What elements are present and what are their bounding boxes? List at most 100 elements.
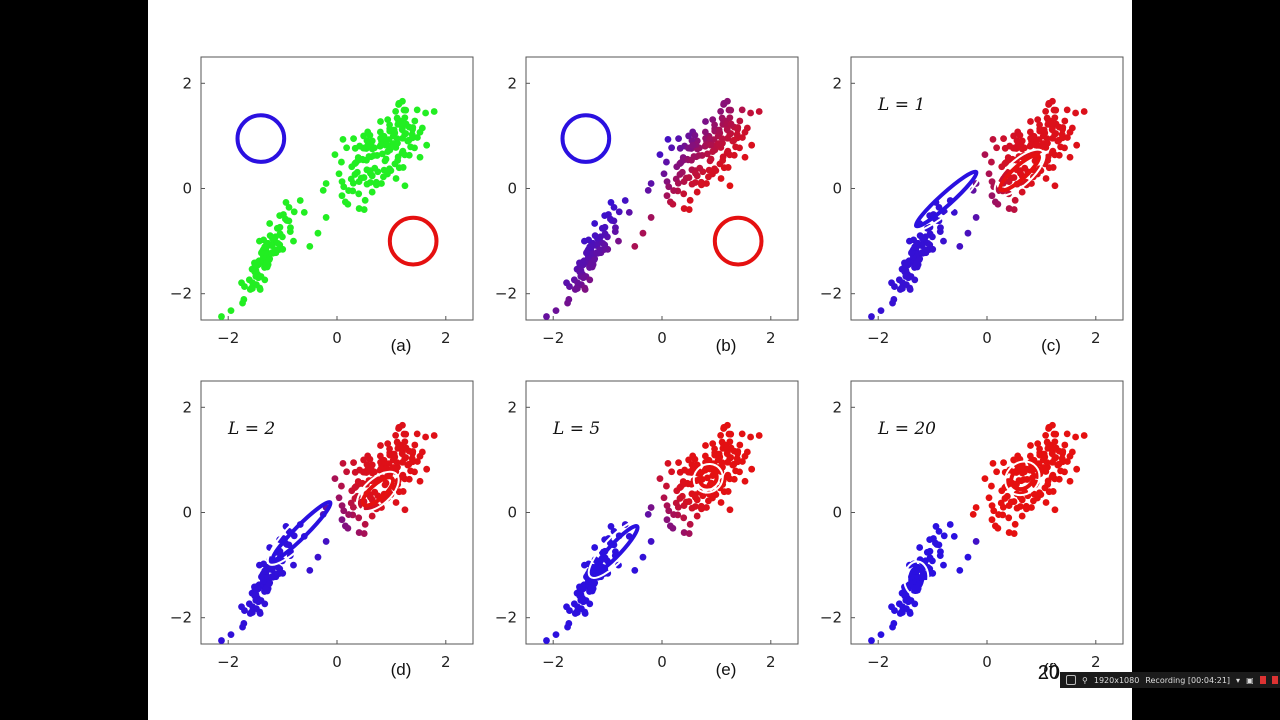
data-point <box>668 144 676 152</box>
data-point <box>1052 120 1060 128</box>
data-point <box>300 208 308 216</box>
data-point <box>339 135 347 143</box>
y-tick-label: 2 <box>507 74 517 92</box>
data-point <box>647 504 655 511</box>
panel-label: (f) <box>1043 660 1059 679</box>
data-point <box>956 242 964 250</box>
data-point <box>360 132 368 140</box>
data-point <box>639 229 647 237</box>
y-tick-label: 0 <box>182 180 192 198</box>
data-point <box>360 456 368 464</box>
data-point <box>364 141 372 149</box>
data-point <box>335 494 343 502</box>
data-point <box>755 432 763 439</box>
data-point <box>392 175 400 182</box>
data-point <box>660 170 668 178</box>
data-point <box>877 631 885 638</box>
x-tick-label: 0 <box>657 329 667 347</box>
pause-icon[interactable] <box>1259 676 1266 684</box>
data-point <box>319 186 327 194</box>
x-tick-label: −2 <box>542 329 564 347</box>
data-point <box>674 179 682 187</box>
component-ellipse-1 <box>560 113 612 164</box>
data-point <box>1044 157 1052 164</box>
data-point <box>351 160 359 168</box>
data-point <box>351 484 359 492</box>
data-point <box>238 603 245 611</box>
data-point <box>218 637 225 644</box>
data-point <box>386 445 393 453</box>
data-point <box>1010 498 1018 505</box>
plot-frame <box>525 380 799 645</box>
data-point <box>911 276 919 284</box>
panel-label: (b) <box>716 336 737 355</box>
plot-frame <box>525 56 799 321</box>
data-point <box>1059 448 1067 455</box>
data-point <box>338 502 346 510</box>
zoom-icon[interactable]: ⚲ <box>1082 675 1088 685</box>
data-point <box>908 249 915 257</box>
data-point <box>715 141 723 148</box>
data-point <box>1010 206 1018 213</box>
data-point <box>591 544 599 551</box>
data-point <box>1059 124 1067 131</box>
data-point <box>877 307 885 314</box>
panel-label: (e) <box>716 660 737 679</box>
data-point <box>1072 109 1079 117</box>
data-point <box>378 150 386 158</box>
data-point <box>706 135 714 143</box>
stop-icon[interactable] <box>1271 676 1278 684</box>
data-point <box>366 131 374 139</box>
data-point <box>989 135 997 143</box>
data-point <box>988 482 995 490</box>
screenshot-icon[interactable]: ▣ <box>1246 675 1254 685</box>
data-point <box>345 511 353 518</box>
data-point <box>707 155 715 163</box>
data-point <box>1061 117 1069 125</box>
data-point <box>988 178 996 186</box>
data-point <box>591 220 599 227</box>
data-point <box>732 143 739 151</box>
data-point <box>726 114 734 122</box>
data-point <box>1040 450 1048 458</box>
data-point <box>1058 130 1066 138</box>
component-ellipse-1 <box>591 523 640 575</box>
data-point <box>252 267 260 275</box>
data-point <box>1049 471 1057 479</box>
data-point <box>351 144 359 152</box>
data-point <box>1016 169 1024 177</box>
data-point <box>290 561 297 569</box>
data-point <box>1018 188 1026 196</box>
data-point <box>583 249 590 257</box>
data-point <box>670 511 678 518</box>
data-point <box>1011 520 1019 528</box>
data-point <box>956 566 964 574</box>
data-point <box>395 424 403 431</box>
data-point <box>366 493 374 501</box>
data-point <box>430 108 438 115</box>
x-tick-label: −2 <box>867 653 889 671</box>
x-tick-label: −2 <box>217 653 239 671</box>
data-point <box>265 580 273 588</box>
camera-switch-icon[interactable] <box>1066 675 1076 685</box>
data-point <box>382 465 389 473</box>
dropdown-icon[interactable]: ▾ <box>1236 675 1241 685</box>
data-point <box>256 610 264 617</box>
data-point <box>711 121 718 129</box>
screen-recorder-bar[interactable]: ⚲ 1920x1080 Recording [00:04:21] ▾ ▣ <box>1060 672 1280 688</box>
y-tick-label: 2 <box>832 398 842 416</box>
x-tick-label: 0 <box>982 329 992 347</box>
data-point <box>1034 440 1042 448</box>
data-point <box>400 106 408 114</box>
data-point <box>686 196 694 204</box>
y-tick-label: 2 <box>832 74 842 92</box>
x-tick-label: 0 <box>657 653 667 671</box>
data-point <box>1049 488 1057 495</box>
data-point <box>579 274 587 282</box>
data-point <box>386 165 393 173</box>
data-point <box>994 524 1002 532</box>
data-point <box>368 188 376 196</box>
data-point <box>1043 459 1051 467</box>
data-point <box>404 137 412 145</box>
data-point <box>401 114 409 122</box>
